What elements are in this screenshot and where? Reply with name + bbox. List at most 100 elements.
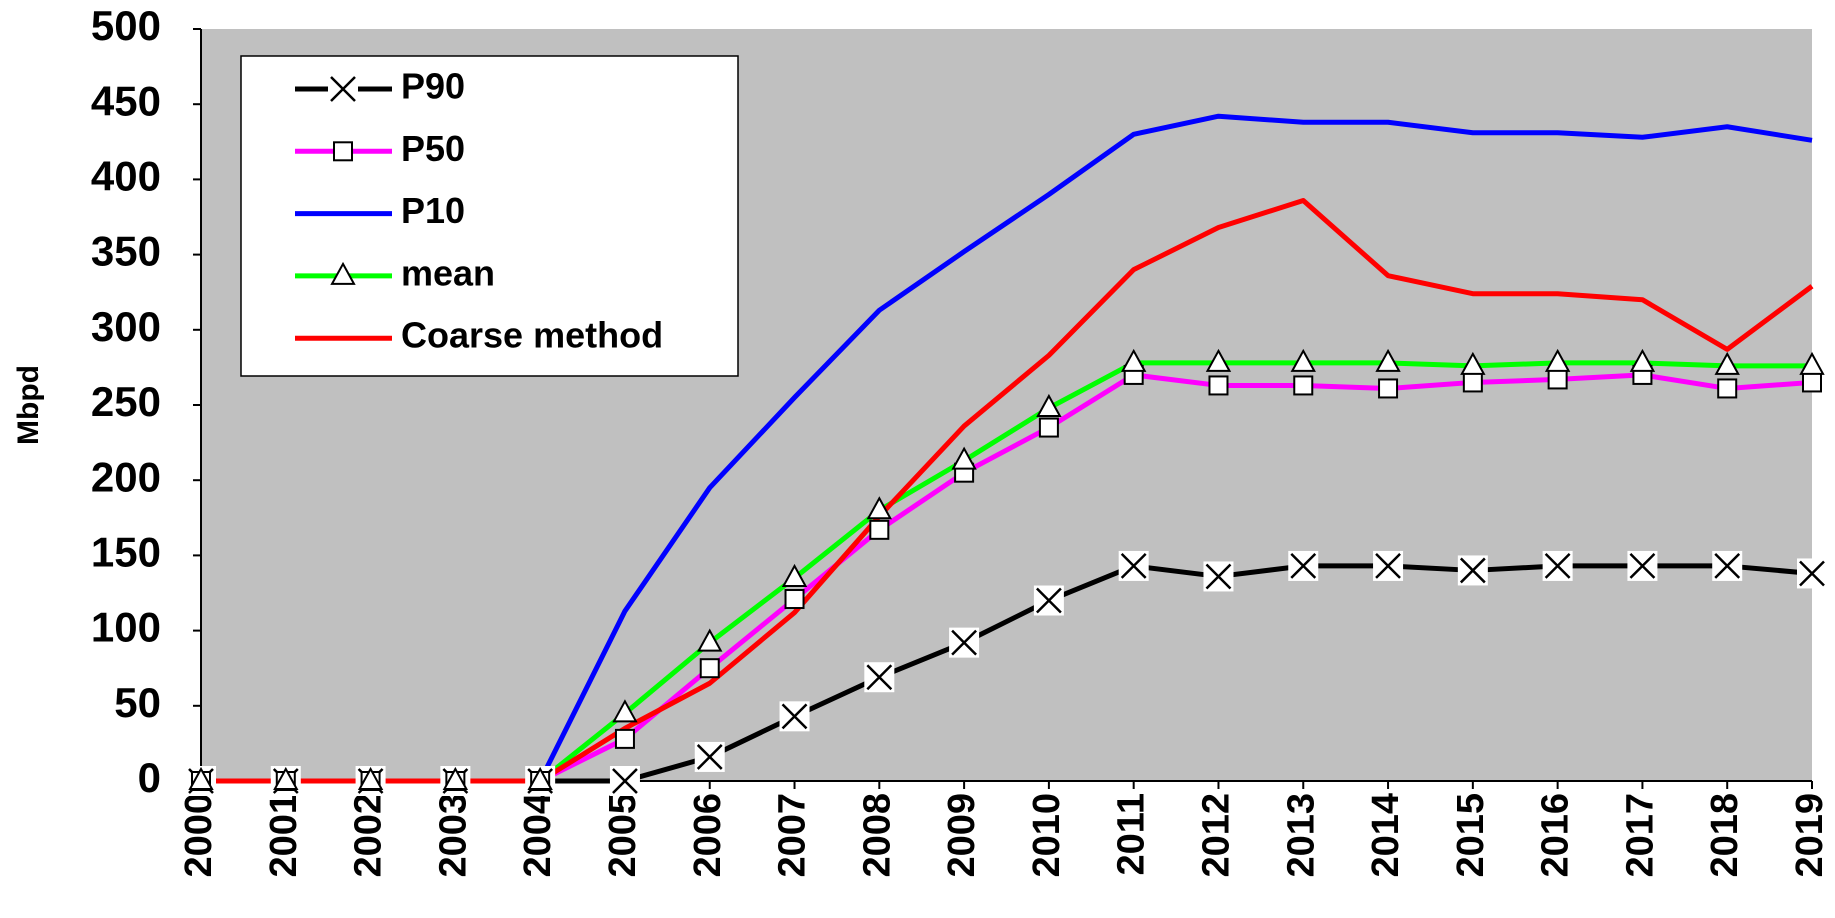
marker	[1288, 550, 1319, 581]
x-tick-label: 2000	[178, 793, 220, 878]
marker	[1118, 550, 1149, 581]
marker	[694, 741, 725, 772]
x-tick-label: 2013	[1280, 793, 1322, 878]
x-tick-label: 2004	[517, 793, 559, 878]
marker	[866, 496, 893, 520]
marker-x	[781, 703, 808, 730]
y-tick-label: 400	[91, 152, 161, 199]
marker	[609, 766, 640, 796]
x-tick-label: 2006	[687, 793, 729, 878]
x-tick-label: 2016	[1535, 793, 1577, 878]
marker	[699, 658, 720, 679]
x-tick-label: 2015	[1450, 793, 1492, 878]
x-tick-label: 2001	[263, 793, 305, 878]
marker-x	[1375, 553, 1401, 579]
marker	[1293, 375, 1314, 396]
y-tick-label: 50	[114, 679, 161, 726]
marker	[1378, 378, 1399, 399]
y-axis-label: Mbpd	[12, 365, 45, 445]
marker	[1797, 558, 1827, 589]
marker	[1208, 375, 1229, 396]
legend-label: P50	[401, 128, 465, 169]
marker-x	[696, 744, 723, 770]
y-tick-label: 300	[91, 303, 161, 350]
marker	[1627, 550, 1658, 581]
marker	[1036, 393, 1062, 418]
marker-x	[1799, 560, 1825, 587]
x-tick-label: 2014	[1365, 793, 1407, 878]
x-tick-label: 2009	[941, 793, 983, 878]
marker	[442, 766, 469, 790]
y-tick-label: 250	[91, 378, 161, 425]
marker	[273, 766, 299, 790]
marker	[188, 766, 214, 790]
marker	[864, 662, 895, 693]
marker-x	[1714, 553, 1741, 579]
marker	[328, 74, 358, 104]
x-tick-label: 2019	[1789, 793, 1831, 878]
y-tick-label: 500	[91, 2, 161, 49]
marker	[1375, 348, 1401, 372]
marker	[1712, 550, 1743, 581]
marker	[527, 766, 553, 790]
marker-x	[1544, 553, 1571, 579]
marker-x	[1459, 557, 1486, 584]
marker-x	[330, 76, 356, 102]
x-tick-label: 2018	[1704, 793, 1746, 878]
marker	[1547, 369, 1568, 390]
y-tick-label: 350	[91, 228, 161, 275]
marker	[1205, 348, 1232, 372]
marker	[779, 701, 810, 732]
marker	[1038, 417, 1059, 438]
marker	[357, 766, 384, 790]
marker-x	[866, 664, 893, 691]
marker-x	[1290, 553, 1317, 579]
marker	[612, 699, 638, 723]
marker	[1457, 555, 1488, 586]
marker	[869, 519, 890, 540]
marker	[1544, 348, 1571, 372]
marker	[1120, 348, 1147, 372]
x-tick-label: 2010	[1026, 793, 1068, 878]
marker-x	[1629, 553, 1656, 579]
x-tick-label: 2012	[1196, 793, 1238, 878]
marker	[1717, 378, 1738, 399]
y-tick-label: 450	[91, 77, 161, 124]
x-tick-label: 2003	[432, 793, 474, 878]
marker	[1203, 561, 1234, 592]
legend-label: Coarse method	[401, 315, 663, 356]
marker	[614, 728, 635, 749]
marker	[951, 446, 977, 470]
y-tick-label: 0	[138, 754, 161, 801]
marker-x	[951, 629, 977, 656]
marker	[330, 261, 356, 285]
marker	[1542, 550, 1573, 581]
legend-label: P90	[401, 66, 465, 107]
marker	[1373, 550, 1404, 581]
marker	[949, 627, 980, 658]
x-tick-label: 2007	[772, 793, 814, 878]
y-tick-label: 100	[91, 604, 161, 651]
x-tick-label: 2017	[1619, 793, 1661, 878]
legend-label: mean	[401, 252, 495, 293]
x-tick-label: 2005	[602, 793, 644, 878]
marker	[1799, 351, 1825, 375]
marker-x	[1120, 553, 1147, 579]
marker	[1033, 585, 1064, 616]
marker	[697, 628, 723, 652]
marker	[781, 563, 808, 587]
y-tick-label: 200	[91, 453, 161, 500]
marker-x	[1036, 587, 1062, 614]
x-tick-label: 2002	[348, 793, 390, 878]
marker	[784, 589, 805, 610]
x-tick-label: 2008	[856, 793, 898, 878]
marker-x	[1205, 563, 1232, 590]
marker	[1802, 372, 1822, 393]
marker	[1290, 348, 1316, 372]
marker	[1462, 372, 1483, 393]
marker	[1460, 351, 1486, 375]
marker	[1714, 351, 1740, 375]
y-tick-label: 150	[91, 528, 161, 575]
marker	[1629, 348, 1656, 372]
